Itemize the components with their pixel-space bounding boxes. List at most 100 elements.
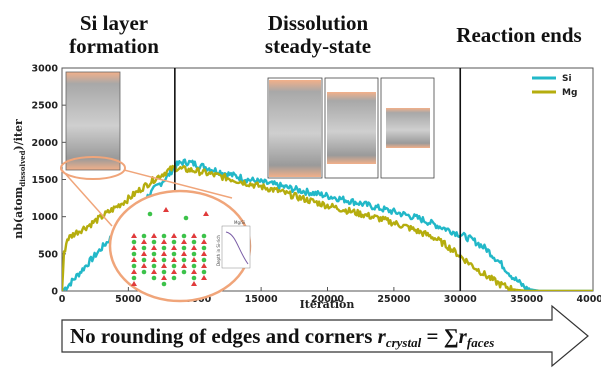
atom-marker xyxy=(171,233,177,238)
atom-marker xyxy=(171,257,177,262)
x-tick-label: 0 xyxy=(59,294,66,305)
formula-r2: r xyxy=(459,324,468,348)
crystal-slab xyxy=(269,80,321,177)
atom-marker xyxy=(171,275,177,281)
atom-marker xyxy=(171,269,177,274)
atom-marker xyxy=(161,269,167,275)
y-tick-group: 0 500 1000 1500 2000 2500 3000 xyxy=(32,64,66,298)
atom-marker xyxy=(161,263,167,268)
atom-marker xyxy=(141,251,147,256)
formula-r2-sub: faces xyxy=(467,335,494,350)
atom-marker xyxy=(181,251,187,256)
atom-marker xyxy=(171,263,177,269)
x-tick-label: 30000 xyxy=(444,294,477,305)
zoom-connector xyxy=(123,169,233,199)
atom-marker xyxy=(131,233,137,238)
banner-text: No rounding of edges and corners xyxy=(70,324,378,348)
atom-marker xyxy=(201,251,207,256)
atom-marker xyxy=(151,251,157,257)
legend: Si Mg xyxy=(532,74,577,98)
y-tick-label: 1500 xyxy=(32,175,59,186)
atom-marker xyxy=(181,257,187,263)
atom-marker xyxy=(201,275,207,280)
mini-profile-plot: Mg/Si Depth in Si-rich xyxy=(216,220,251,269)
y-tick-label: 2500 xyxy=(32,101,59,112)
atom-marker xyxy=(191,251,197,257)
atom-marker xyxy=(191,269,197,274)
atom-lattice-illustration xyxy=(131,207,209,287)
atom-marker xyxy=(201,269,207,275)
atom-marker xyxy=(141,239,147,244)
atom-marker xyxy=(151,269,157,274)
atom-marker xyxy=(161,233,167,239)
y-tick-label: 0 xyxy=(51,287,58,298)
atom-marker xyxy=(161,251,167,256)
y-tick-label: 2000 xyxy=(32,138,59,149)
phase-label-reaction-ends: Reaction ends xyxy=(444,24,594,47)
atom-marker xyxy=(141,263,147,268)
atom-marker xyxy=(161,245,167,251)
phase-label-dissolution: Dissolution steady-state xyxy=(252,12,384,58)
atom-marker xyxy=(151,263,157,269)
atom-marker xyxy=(201,263,207,268)
x-tick-label: 15000 xyxy=(245,294,278,305)
zoom-source-ellipse xyxy=(60,156,126,180)
mini-profile-label-top: Mg/Si xyxy=(234,220,245,225)
crystal-slab-inset-1 xyxy=(65,71,121,171)
atom-marker xyxy=(181,245,187,251)
y-axis-label-main: nb(atom xyxy=(12,186,25,238)
x-tick-label: 25000 xyxy=(377,294,410,305)
atom-marker xyxy=(191,263,197,269)
formula-r-sub: crystal xyxy=(386,335,422,350)
mini-profile-curve xyxy=(225,231,249,265)
atom-marker xyxy=(131,245,137,250)
atom-marker xyxy=(191,281,197,286)
atom-marker xyxy=(141,245,147,251)
atom-marker xyxy=(181,269,187,275)
atom-marker xyxy=(191,233,197,238)
mg-series-line xyxy=(62,164,593,291)
atom-marker xyxy=(131,257,137,262)
banner-formula: No rounding of edges and corners rcrysta… xyxy=(70,324,494,350)
atom-marker xyxy=(131,281,137,286)
banner-arrow xyxy=(61,304,589,368)
atom-marker xyxy=(151,239,157,245)
atom-marker xyxy=(181,239,187,244)
atom-marker xyxy=(191,245,197,250)
atom-marker xyxy=(151,275,157,281)
atom-marker xyxy=(191,239,197,245)
atom-marker xyxy=(161,239,167,244)
phase-label-si-layer: Si layer formation xyxy=(58,12,170,58)
atom-marker xyxy=(141,233,147,239)
crystal-slab xyxy=(386,108,430,148)
formula-r: r xyxy=(378,324,387,348)
atom-marker xyxy=(183,215,189,221)
atom-marker xyxy=(161,275,167,280)
atom-marker xyxy=(171,251,177,257)
zoom-callout: Mg/Si Depth in Si-rich xyxy=(60,156,252,303)
legend-si-label: Si xyxy=(562,74,572,84)
atom-marker xyxy=(163,207,169,212)
phase-label-line: Dissolution xyxy=(267,11,369,35)
zoom-connector xyxy=(61,169,113,227)
atom-marker xyxy=(131,275,137,281)
crystal-slab xyxy=(327,92,376,164)
atom-marker xyxy=(151,257,157,262)
y-axis-label-end: )/iter xyxy=(12,119,25,150)
phase-label-line: steady-state xyxy=(264,34,372,58)
formula-sum: ∑ xyxy=(444,324,459,348)
atom-marker xyxy=(201,245,207,251)
atom-marker xyxy=(151,245,157,250)
atom-marker xyxy=(181,233,187,239)
atom-marker xyxy=(191,257,197,262)
atom-marker xyxy=(171,245,177,250)
atom-marker xyxy=(161,257,167,263)
atom-marker xyxy=(201,257,207,263)
atom-marker xyxy=(131,269,137,274)
atom-marker xyxy=(131,239,137,245)
legend-mg-label: Mg xyxy=(562,88,577,98)
y-axis-label: nb(atomdissolved)/iter xyxy=(12,119,27,239)
x-axis-label: Iteration xyxy=(300,298,355,311)
x-tick-label: 20000 xyxy=(311,294,344,305)
